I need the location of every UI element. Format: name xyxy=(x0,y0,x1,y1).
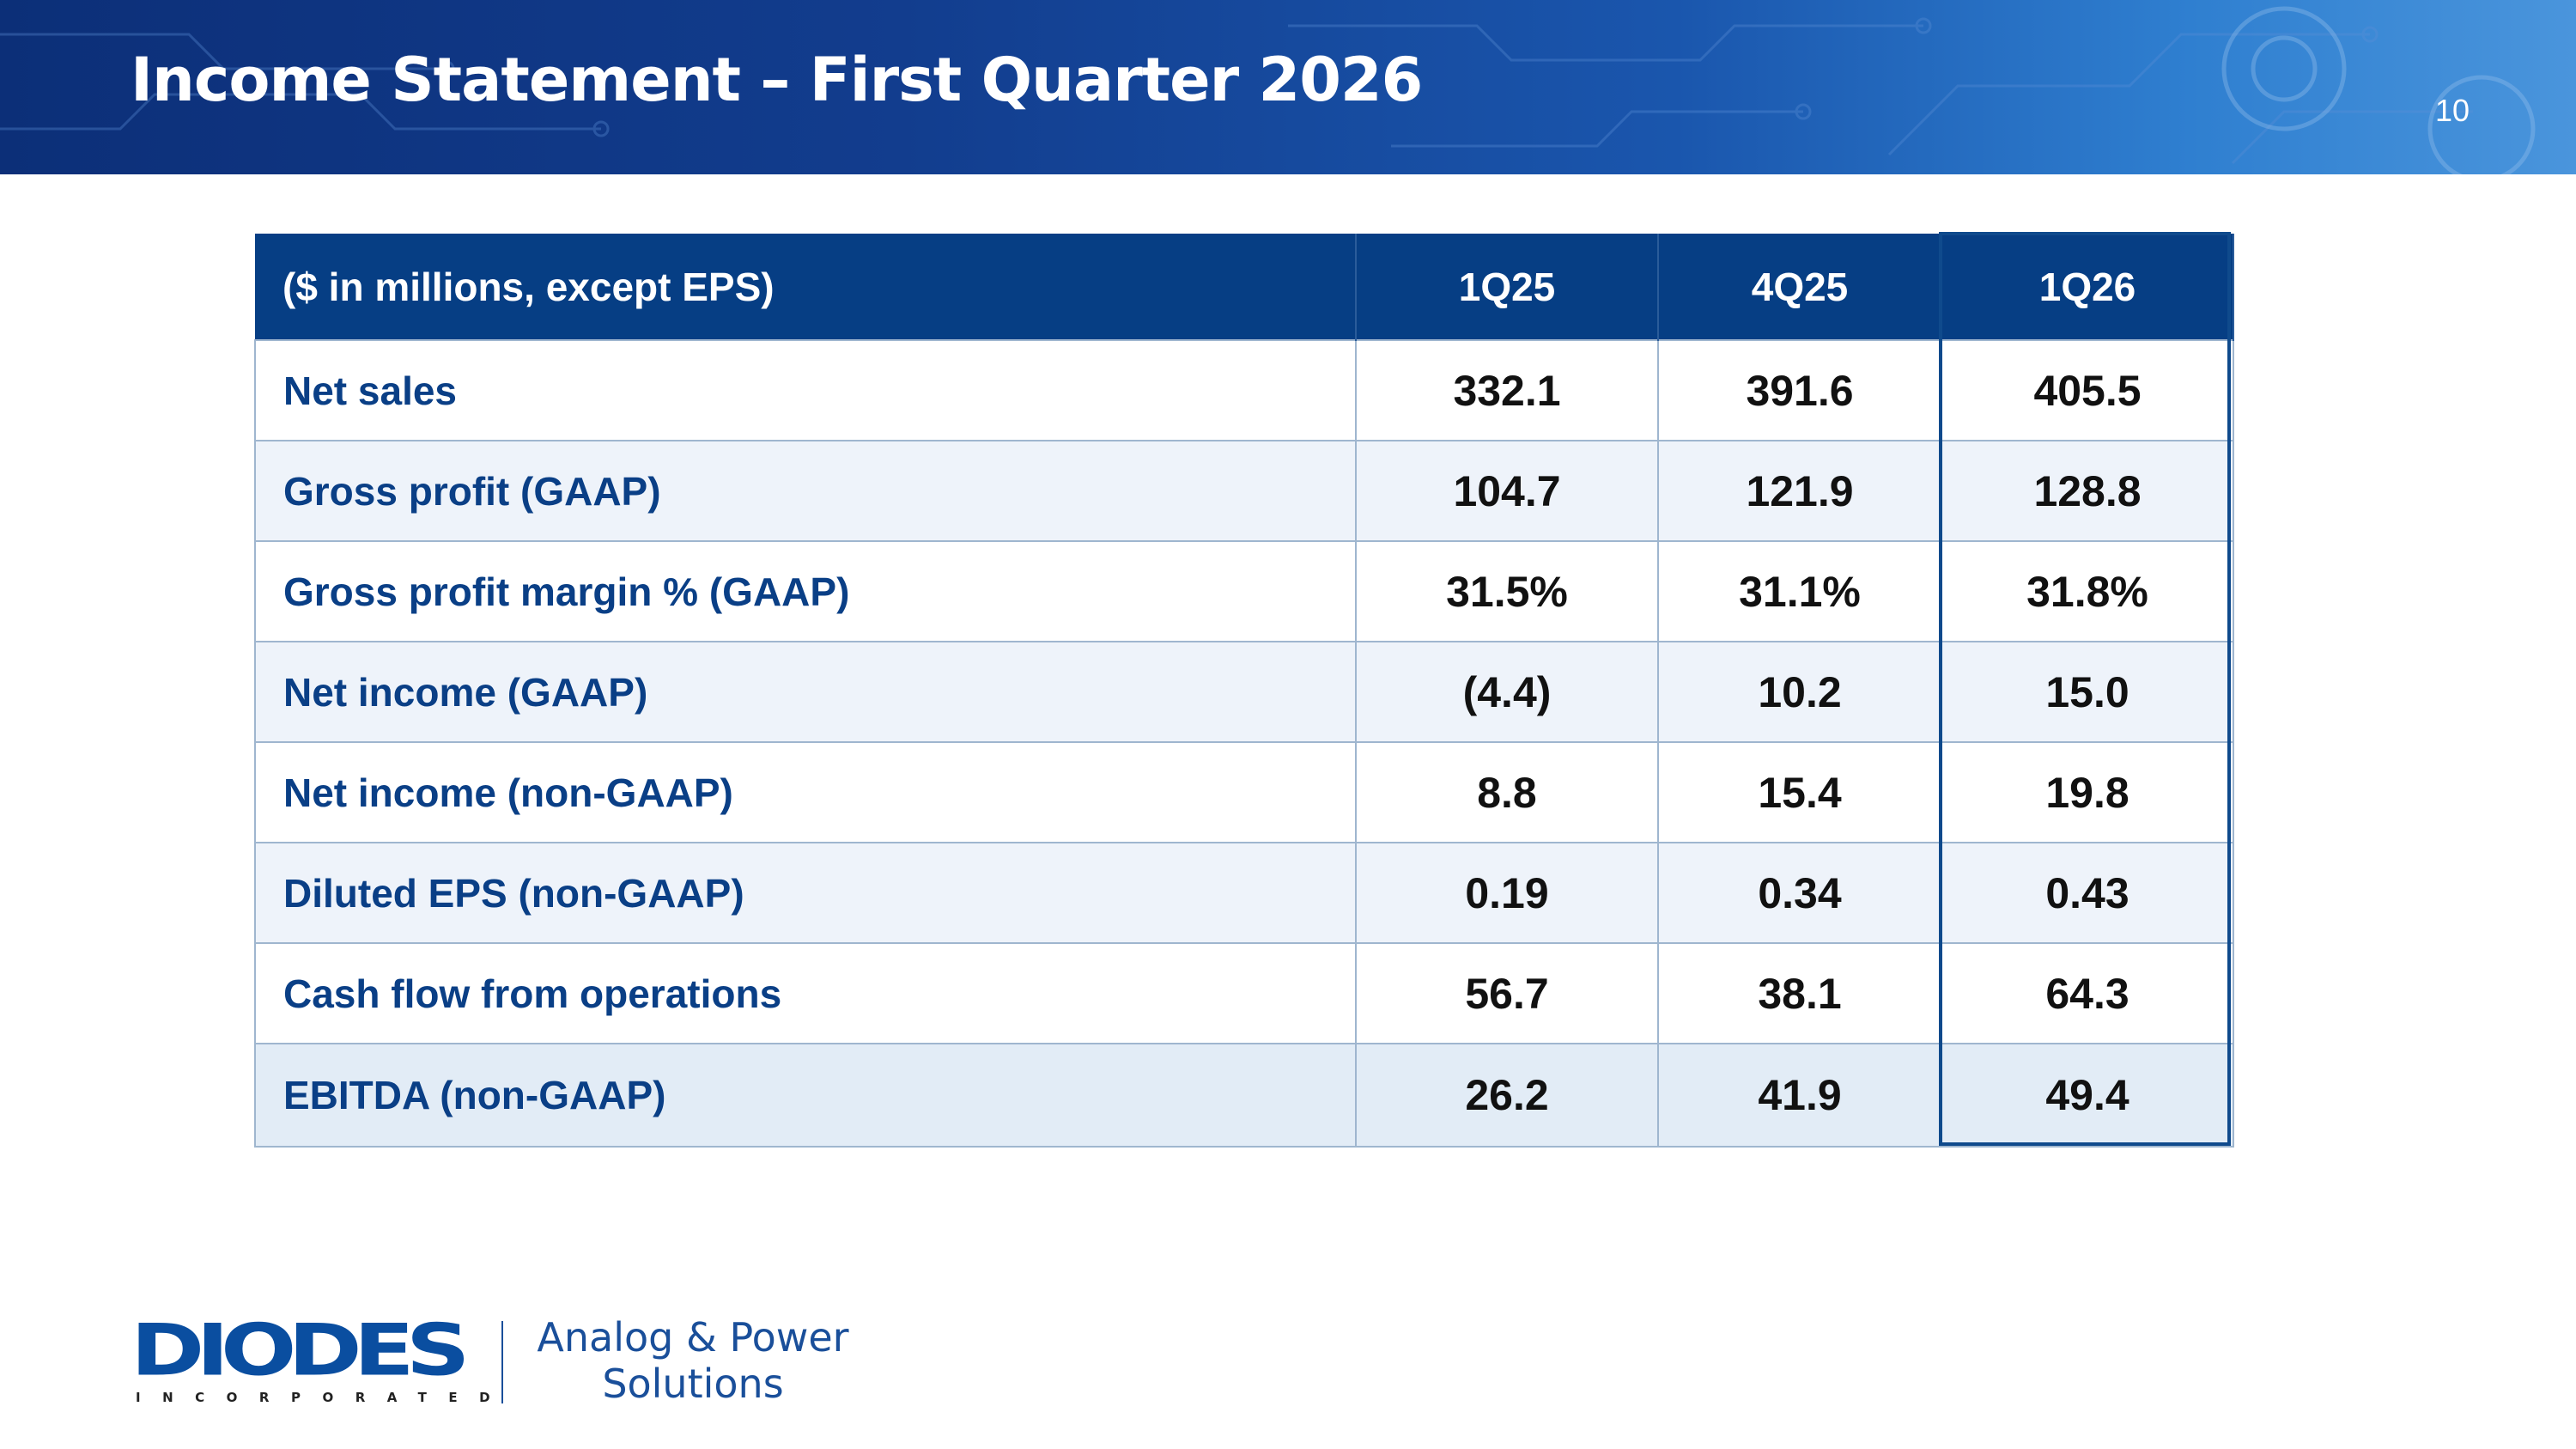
gear-icon xyxy=(2221,6,2536,174)
row-label: EBITDA (non-GAAP) xyxy=(254,1043,1357,1148)
row-label: Gross profit margin % (GAAP) xyxy=(254,540,1357,642)
table-row: Net sales 332.1 391.6 405.5 xyxy=(254,339,2234,441)
column-header-1q25: 1Q25 xyxy=(1356,234,1659,340)
row-label: Cash flow from operations xyxy=(254,942,1357,1044)
row-label: Net sales xyxy=(254,339,1357,441)
cell-value: 56.7 xyxy=(1355,942,1659,1044)
company-logo: DIODES INCORPORATED Analog & Power Solut… xyxy=(131,1314,903,1417)
cell-value: 405.5 xyxy=(1941,339,2234,441)
cell-value: 64.3 xyxy=(1941,942,2234,1044)
cell-value: 41.9 xyxy=(1657,1043,1942,1148)
cell-value: 19.8 xyxy=(1941,741,2234,843)
logo-subtext: INCORPORATED xyxy=(136,1390,513,1405)
cell-value: 128.8 xyxy=(1941,440,2234,542)
cell-value: 31.8% xyxy=(1941,540,2234,642)
page-title: Income Statement – First Quarter 2026 xyxy=(131,45,1423,115)
cell-value: 49.4 xyxy=(1941,1043,2234,1148)
cell-value: 104.7 xyxy=(1355,440,1659,542)
circuit-pattern-decoration xyxy=(0,6,2536,174)
cell-value: 26.2 xyxy=(1355,1043,1659,1148)
page-number: 10 xyxy=(2435,93,2470,128)
cell-value: 31.5% xyxy=(1355,540,1659,642)
column-header-1q26: 1Q26 xyxy=(1941,234,2234,340)
income-statement-table: ($ in millions, except EPS) 1Q25 4Q25 1Q… xyxy=(254,234,2234,1148)
cell-value: 31.1% xyxy=(1657,540,1942,642)
cell-value: 391.6 xyxy=(1657,339,1942,441)
cell-value: 10.2 xyxy=(1657,641,1942,743)
cell-value: 121.9 xyxy=(1657,440,1942,542)
header-banner: Income Statement – First Quarter 2026 10 xyxy=(0,0,2576,174)
logo-divider xyxy=(501,1321,503,1403)
column-header-units: ($ in millions, except EPS) xyxy=(255,234,1357,340)
table-row: Gross profit (GAAP) 104.7 121.9 128.8 xyxy=(254,440,2234,542)
row-label: Net income (GAAP) xyxy=(254,641,1357,743)
table-row: Cash flow from operations 56.7 38.1 64.3 xyxy=(254,942,2234,1044)
logo-tagline: Analog & Power Solutions xyxy=(534,1314,852,1407)
table-row: Gross profit margin % (GAAP) 31.5% 31.1%… xyxy=(254,540,2234,642)
logo-wordmark: DIODES xyxy=(131,1307,471,1392)
table-row: Diluted EPS (non-GAAP) 0.19 0.34 0.43 xyxy=(254,842,2234,944)
tagline-line-2: Solutions xyxy=(602,1361,784,1407)
cell-value: 332.1 xyxy=(1355,339,1659,441)
cell-value: 0.34 xyxy=(1657,842,1942,944)
cell-value: 8.8 xyxy=(1355,741,1659,843)
tagline-line-1: Analog & Power xyxy=(537,1314,849,1361)
cell-value: (4.4) xyxy=(1355,641,1659,743)
cell-value: 15.4 xyxy=(1657,741,1942,843)
cell-value: 38.1 xyxy=(1657,942,1942,1044)
row-label: Net income (non-GAAP) xyxy=(254,741,1357,843)
row-label: Diluted EPS (non-GAAP) xyxy=(254,842,1357,944)
table-row: Net income (non-GAAP) 8.8 15.4 19.8 xyxy=(254,741,2234,843)
table-header-row: ($ in millions, except EPS) 1Q25 4Q25 1Q… xyxy=(255,234,2234,340)
cell-value: 15.0 xyxy=(1941,641,2234,743)
column-header-4q25: 4Q25 xyxy=(1658,234,1942,340)
cell-value: 0.43 xyxy=(1941,842,2234,944)
row-label: Gross profit (GAAP) xyxy=(254,440,1357,542)
table-row: EBITDA (non-GAAP) 26.2 41.9 49.4 xyxy=(254,1043,2234,1148)
table-row: Net income (GAAP) (4.4) 10.2 15.0 xyxy=(254,641,2234,743)
cell-value: 0.19 xyxy=(1355,842,1659,944)
